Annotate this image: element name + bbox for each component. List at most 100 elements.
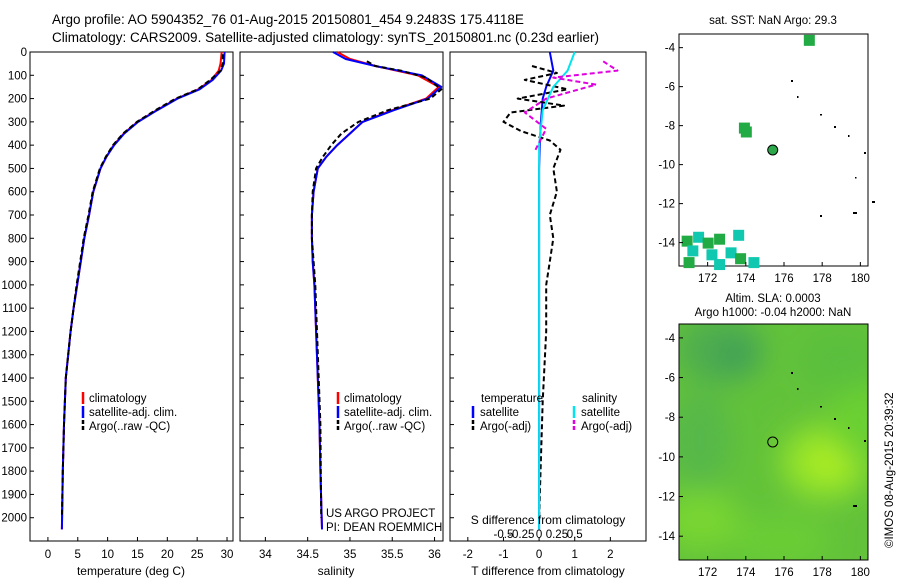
map-x-tick-label: 172 [698,567,717,579]
legend-satellite-adj-sal: satellite-adj. clim. [344,407,432,419]
legend-climatology-sal: climatology [344,393,402,405]
map-x-tick-label: 180 [851,567,870,579]
sst-patch [683,257,695,269]
difference-xlabel: T difference from climatology [471,564,625,578]
difference-legend: temperature salinity satellite Argo(-adj… [471,393,632,433]
x-tick-labels: 0 5 10 15 20 25 30 34 34.5 35 35.5 36 -2 -1 0 1 2 -0.5-0.… [45,529,614,561]
map-y-tick-label: -8 [665,121,675,133]
sst-land-specks [791,80,875,217]
depth-tick-label: 300 [8,117,27,129]
header-line-2: Climatology: CARS2009. Satellite-adjuste… [52,30,599,45]
series-line-salinity-argo-adj- [523,60,619,151]
x-tick-top-label: -0.5 [494,529,514,541]
sst-patch [738,122,750,134]
legend-satellite-adj: satellite-adj. clim. [89,407,177,419]
sst-patch [735,253,747,265]
depth-tick-label: 1200 [1,326,27,338]
salinity-xlabel: salinity [318,564,355,578]
depth-tick-label: 1100 [2,303,27,315]
depth-tick-label: 900 [8,257,27,269]
x-tick-label: -2 [463,549,473,561]
x-tick-label: 0 [536,549,542,561]
sst-patch [803,34,815,46]
series-line-satellite-adj-clim- [60,51,226,530]
x-tick-label: 15 [131,549,144,561]
x-tick-label: 34 [259,549,272,561]
temperature-panel-frame [29,51,234,542]
legend-salinity-head: salinity [582,393,617,405]
credit-project: US ARGO PROJECT [326,508,435,520]
map-y-tick-label: -10 [658,160,675,172]
sla-map-title: Altim. SLA: 0.0003 [725,293,820,305]
x-tick-top-label: 0 [536,529,542,541]
depth-axis: 0 100 200 300 400 500 600 700 800 900 1000 1100 1200… [1,47,454,525]
temperature-legend: climatology satellite-adj. clim. Argo(..… [81,392,177,433]
sst-patches [681,34,815,271]
map-y-tick-label: -6 [665,82,675,94]
difference-panel-frame [449,51,647,542]
x-tick-label: 30 [221,549,234,561]
depth-tick-label: 100 [8,70,27,82]
x-tick-top-label: 0.25 [546,529,568,541]
salinity-panel-frame [239,51,444,542]
series-line-temperature-argo-adj- [502,65,569,518]
depth-tick-label: 1500 [1,396,27,408]
temperature-series [60,51,226,530]
legend-temp-satellite: satellite [480,407,519,419]
x-tick-label: 2 [607,549,613,561]
difference-series [502,51,619,530]
legend-temperature-head: temperature [481,393,543,405]
series-line-argo-raw-qc- [310,60,443,518]
map-y-tick-label: -6 [665,373,675,385]
series-line-climatology [60,51,223,530]
map-x-tick-label: 178 [813,567,832,579]
legend-climatology: climatology [89,393,147,405]
depth-tick-label: 2000 [1,513,27,525]
map-y-tick-label: -12 [658,199,675,211]
map-y-tick-label: -8 [665,412,675,424]
timestamp: ©IMOS 08-Aug-2015 20:39:32 [884,392,896,548]
depth-tick-label: 1700 [1,443,27,455]
map-y-tick-label: -4 [665,333,676,345]
map-x-tick-label: 178 [813,273,832,285]
sla-argo-marker [767,436,779,448]
depth-tick-label: 400 [8,140,27,152]
difference-top-xlabel: S difference from climatology [471,513,626,527]
x-tick-label: 35.5 [381,549,403,561]
depth-tick-label: 1900 [1,489,27,501]
salinity-series [310,51,443,530]
sst-patch [714,233,726,245]
map-x-tick-label: 180 [851,273,870,285]
x-tick-label: 20 [161,549,174,561]
map-x-tick-label: 174 [736,273,756,285]
header-line-1: Argo profile: AO 5904352_76 01-Aug-2015 … [52,12,524,27]
legend-sal-argo: Argo(-adj) [581,421,632,433]
map-x-tick-label: 176 [774,273,793,285]
map-x-tick-label: 172 [698,273,717,285]
series-line-argo-raw-qc- [60,54,224,518]
map-y-tick-label: -14 [658,531,675,543]
map-x-tick-label: 176 [774,567,793,579]
depth-tick-label: 600 [8,187,27,199]
series-line-salinity-satellite [538,51,576,530]
x-tick-label: 25 [191,549,204,561]
sla-map-subtitle: Argo h1000: -0.04 h2000: NaN [695,307,852,319]
sst-patch [693,231,705,243]
sst-patch [714,259,726,271]
depth-tick-label: 200 [8,94,27,106]
temperature-xlabel: temperature (deg C) [77,564,185,578]
x-tick-label: 1 [572,549,578,561]
sst-patch [733,229,745,241]
map-y-tick-label: -4 [665,43,676,55]
depth-tick-label: 1300 [1,350,27,362]
depth-tick-label: 1000 [1,280,27,292]
depth-tick-label: 1400 [1,373,27,385]
depth-tick-label: 700 [8,210,27,222]
map-y-tick-label: -10 [658,452,675,464]
depth-tick-label: 0 [21,47,27,59]
depth-tick-label: 1800 [1,466,27,478]
series-line-satellite-adj-clim- [310,51,443,530]
sst-map-title: sat. SST: NaN Argo: 29.3 [709,15,837,27]
sst-patch [725,247,737,259]
series-line-climatology [310,51,440,530]
